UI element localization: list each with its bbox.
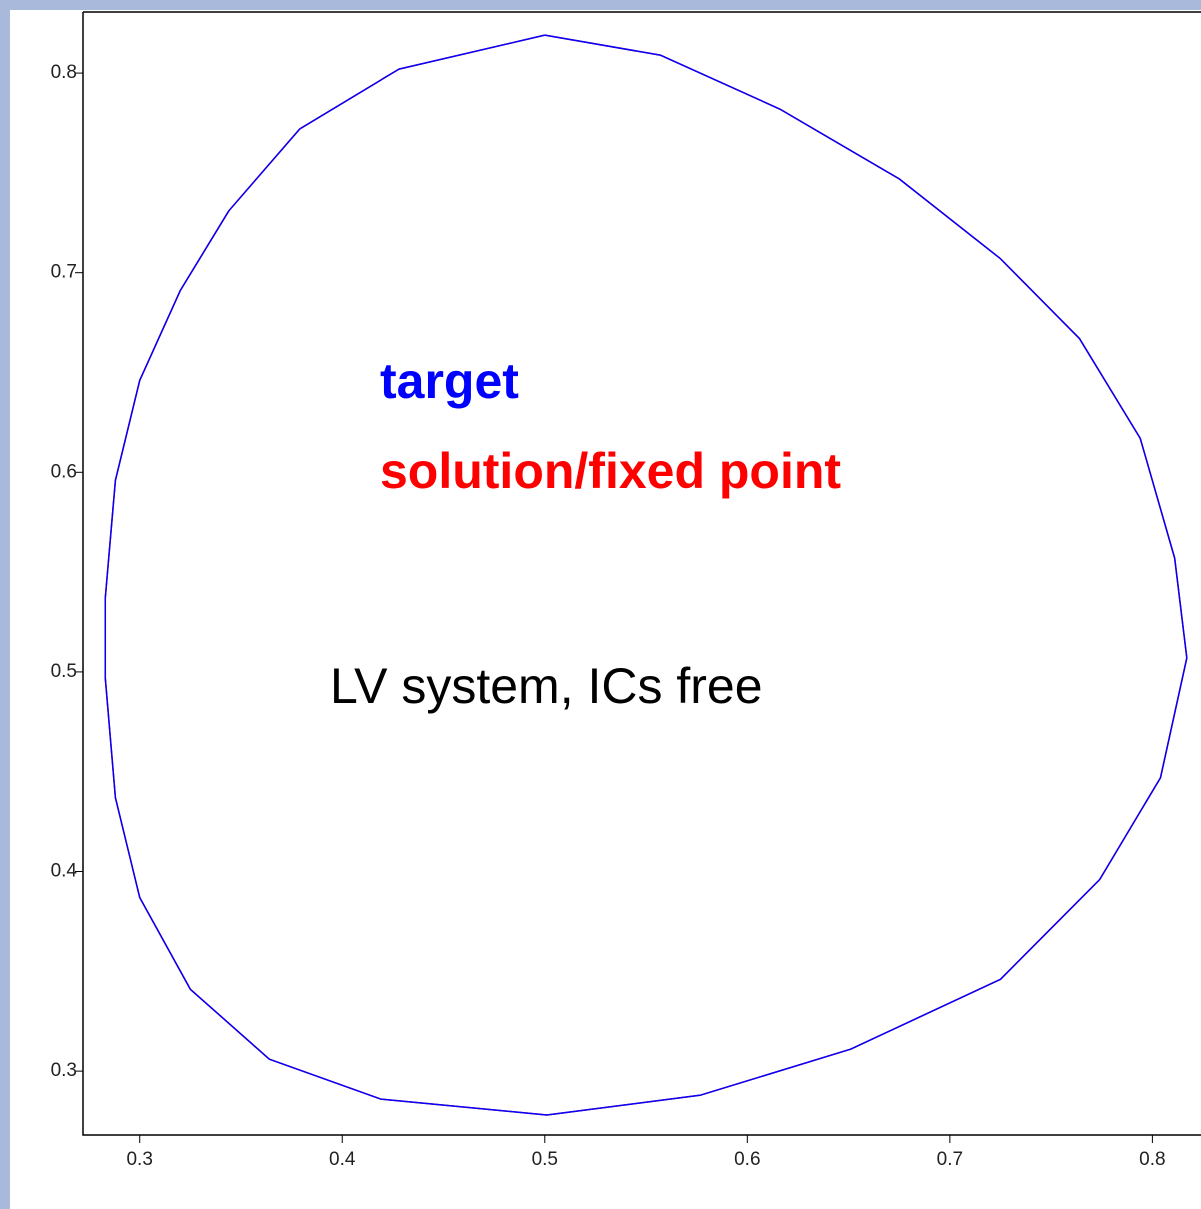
annotation: LV system, ICs free [330,658,763,714]
x-tick-label: 0.7 [937,1149,963,1170]
y-tick-label: 0.3 [51,1060,77,1081]
x-tick-label: 0.5 [532,1149,558,1170]
axes-frame [82,11,1201,1136]
y-tick-label: 0.7 [51,262,77,283]
annotation: target [380,353,519,409]
curve [104,34,1188,1116]
x-tick-label: 0.3 [126,1149,152,1170]
annotation: solution/fixed point [380,443,841,499]
x-tick-label: 0.4 [329,1149,356,1170]
y-tick-label: 0.8 [51,62,77,83]
y-tick-label: 0.6 [51,461,77,482]
y-tick-label: 0.5 [51,661,77,682]
y-tick-label: 0.4 [51,861,78,882]
plot-background [10,10,1201,1209]
x-tick-label: 0.6 [734,1149,760,1170]
x-tick-label: 0.8 [1139,1149,1165,1170]
